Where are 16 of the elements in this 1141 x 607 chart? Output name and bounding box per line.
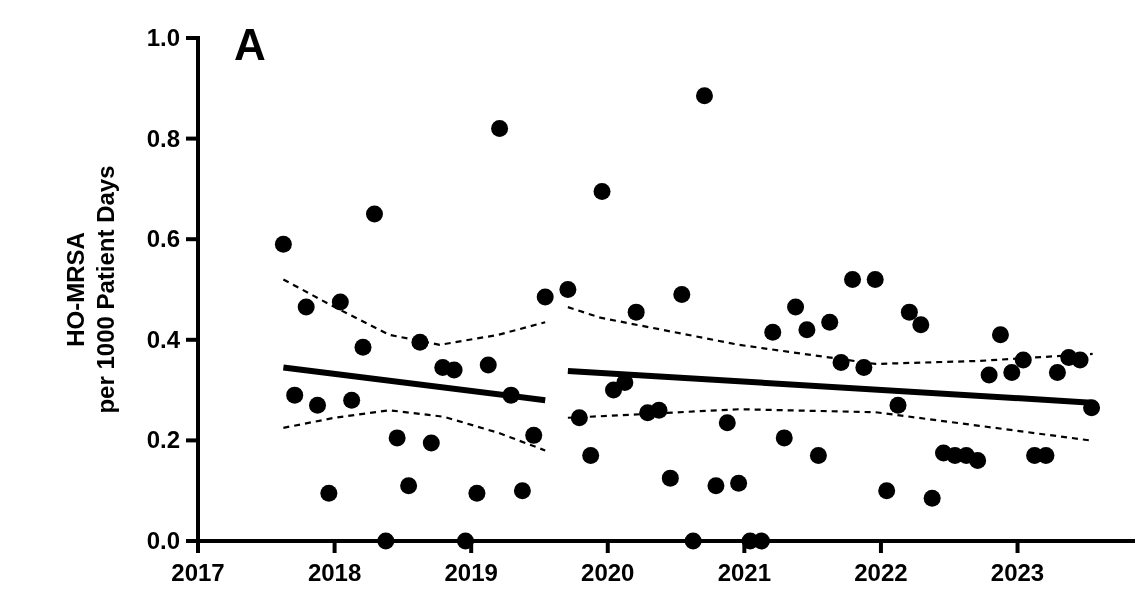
y-tick-label: 0.6 [146, 225, 180, 253]
chart-title: A [234, 20, 266, 69]
y-tick-label: 0.0 [146, 527, 180, 554]
x-tick-label: 2022 [854, 559, 908, 586]
y-tick-label: 1.0 [146, 24, 180, 51]
y-tick-label: 0.4 [146, 325, 181, 353]
x-tick-label: 2017 [171, 559, 225, 586]
x-tick-label: 2018 [307, 559, 362, 586]
x-tick-label: 2021 [717, 559, 772, 586]
y-tick-label: 0.8 [146, 124, 180, 152]
y-tick-label: 0.2 [146, 426, 180, 454]
y-axis-title: HO-MRSA per 1000 Patient Days [62, 165, 119, 414]
x-tick-label: 2019 [444, 559, 498, 586]
x-tick-label: 2023 [990, 559, 1045, 586]
line-series [282, 409, 547, 452]
x-tick-label: 2020 [581, 559, 635, 586]
